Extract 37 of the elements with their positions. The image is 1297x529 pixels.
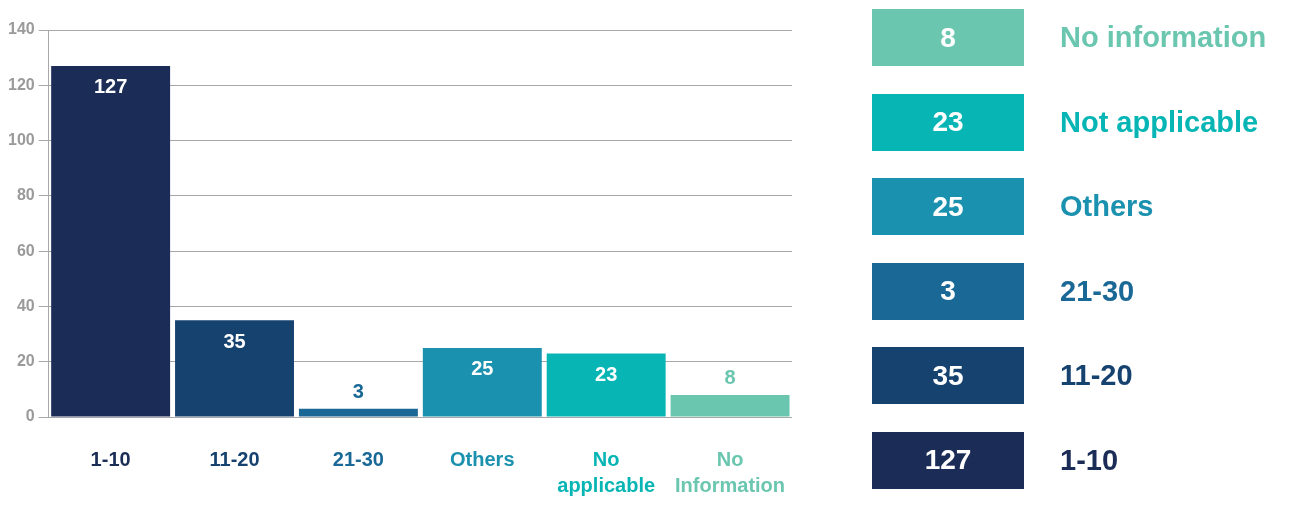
- data-label: 35: [223, 329, 246, 352]
- x-tick-label: Others: [450, 447, 515, 470]
- x-tick-label: 1-10: [90, 447, 131, 470]
- x-tick-label: No Information: [675, 447, 786, 496]
- x-tick-label: 21-30: [332, 447, 384, 470]
- data-label: 23: [595, 362, 618, 385]
- data-label: 23: [872, 93, 1024, 151]
- data-label: 8: [872, 9, 1024, 66]
- data-label: 25: [471, 357, 494, 380]
- data-label: 127: [872, 431, 1024, 489]
- bar: [670, 394, 790, 417]
- data-label: 127: [93, 75, 128, 98]
- data-label: 3: [872, 262, 1024, 320]
- y-tick-label: 60: [16, 241, 35, 259]
- bar: [422, 347, 542, 417]
- bar: [175, 320, 294, 417]
- data-label: 35: [872, 347, 1024, 404]
- bar: [546, 353, 666, 417]
- category-label: Others: [1060, 190, 1154, 223]
- bar: [51, 65, 171, 417]
- y-tick-label: 40: [16, 296, 35, 314]
- y-tick-label: 20: [16, 352, 35, 370]
- y-tick-label: 0: [25, 407, 35, 425]
- x-tick-label: 11-20: [209, 447, 260, 470]
- y-tick-label: 100: [7, 130, 35, 148]
- x-tick-label: No applicable: [557, 447, 656, 496]
- bar: [298, 408, 418, 417]
- category-label: 21-30: [1060, 274, 1135, 308]
- category-label: No information: [1060, 21, 1267, 54]
- data-label: 25: [872, 178, 1024, 235]
- category-label: Not applicable: [1060, 105, 1259, 139]
- y-tick-label: 120: [7, 75, 35, 93]
- y-tick-label: 80: [16, 186, 35, 204]
- category-label: 11-20: [1060, 359, 1133, 392]
- data-label: 8: [724, 366, 736, 389]
- data-label: 3: [352, 380, 364, 403]
- y-tick-label: 140: [7, 20, 35, 38]
